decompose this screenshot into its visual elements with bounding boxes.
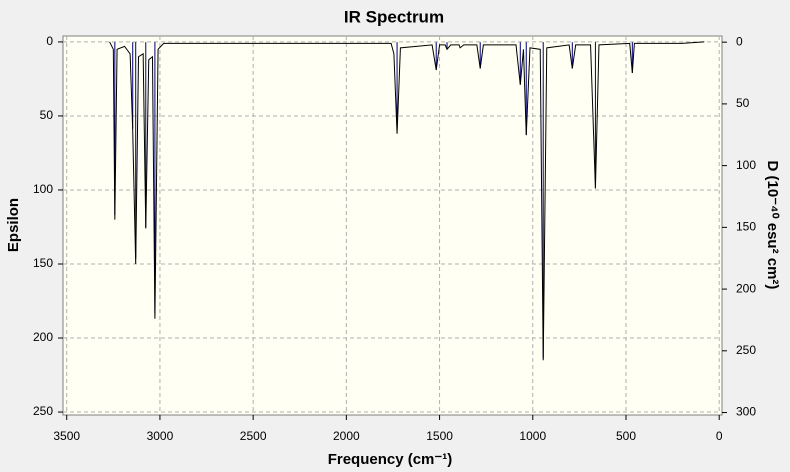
y-tick-label: 50 <box>40 108 54 122</box>
y-tick-label: 0 <box>46 34 53 48</box>
y-axis-label: Epsilon <box>5 198 22 252</box>
x-axis-label: Frequency (cm⁻¹) <box>328 451 453 468</box>
y-tick-label: 100 <box>33 182 53 196</box>
x-tick-label: 1500 <box>426 429 453 443</box>
x-tick-label: 3500 <box>53 429 80 443</box>
spectrum-line <box>109 41 705 361</box>
y2-axis-label: D (10⁻⁴⁰ esu² cm²) <box>764 161 781 290</box>
y2-tick-label: 100 <box>736 158 756 172</box>
chart-title: IR Spectrum <box>344 7 444 26</box>
x-tick-label: 500 <box>616 429 636 443</box>
y2-tick-label: 200 <box>736 281 756 295</box>
x-tick-label: 3000 <box>147 429 174 443</box>
y-tick-label: 200 <box>33 330 53 344</box>
y2-tick-label: 150 <box>736 220 756 234</box>
y-tick-label: 250 <box>33 404 53 418</box>
x-tick-label: 1000 <box>519 429 546 443</box>
y2-tick-label: 0 <box>736 34 743 48</box>
y-tick-label: 150 <box>33 256 53 270</box>
plot-area <box>62 35 723 416</box>
x-tick-label: 2000 <box>333 429 360 443</box>
y2-tick-label: 250 <box>736 343 756 357</box>
x-tick-label: 2500 <box>240 429 267 443</box>
y2-tick-label: 300 <box>736 405 756 419</box>
x-tick-label: 0 <box>716 429 723 443</box>
y2-tick-label: 50 <box>736 96 750 110</box>
